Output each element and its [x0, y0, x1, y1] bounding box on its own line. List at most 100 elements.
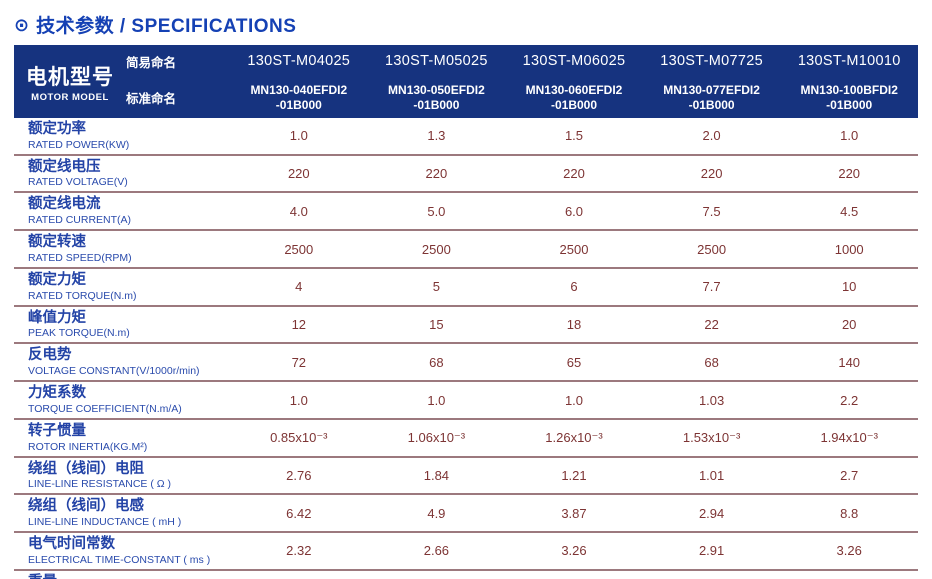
- row-label-cn: 力矩系数: [28, 385, 86, 402]
- value-cell: 2.2: [840, 392, 859, 408]
- value-cell: 18: [566, 317, 582, 333]
- value-cell: 220: [563, 166, 585, 182]
- value-cell: 1.03: [698, 392, 725, 408]
- model-standard-name: MN130-050EFDI2 -01B000: [388, 83, 485, 112]
- row-label-cn: 峰值力矩: [28, 309, 86, 326]
- model-column-header: 130ST-M07725 MN130-077EFDI2 -01B000: [643, 45, 781, 118]
- table-row: 额定转速 RATED SPEED(RPM) 2500 2500 2500 2500 10…: [14, 231, 918, 269]
- row-label-cn: 额定线电流: [28, 196, 101, 213]
- row-label-en: RATED POWER(KW): [28, 138, 130, 151]
- row-label: 额定力矩 RATED TORQUE(N.m): [14, 269, 230, 305]
- value-cell: 140: [838, 354, 861, 370]
- value-cell: 3.26: [561, 543, 587, 559]
- standard-name-label: 标准命名: [126, 92, 177, 106]
- table-row: 绕组（线间）电感 LINE-LINE INDUCTANCE ( mH ) 6.4…: [14, 495, 918, 534]
- table-row: 力矩系数 TORQUE COEFFICIENT(N.m/A) 1.0 1.0 1.0…: [14, 382, 918, 420]
- value-cell: 2.91: [698, 543, 725, 559]
- value-cell: 5: [432, 279, 440, 295]
- row-label-cn: 重量: [28, 574, 230, 579]
- value-cell: 2500: [421, 241, 451, 257]
- row-label-en: RATED TORQUE(N.m): [28, 289, 137, 302]
- value-cell: 2.94: [698, 505, 725, 521]
- table-row: 额定线电压 RATED VOLTAGE(V) 220 220 220 220 220: [14, 156, 918, 194]
- row-label-cn: 转子惯量: [28, 422, 86, 439]
- value-cell: 2.76: [286, 467, 312, 483]
- row-label-cn: 反电势: [28, 347, 72, 364]
- model-standard-name: MN130-040EFDI2 -01B000: [250, 83, 348, 112]
- table-row: 重量 WEIGHT ( KG ) 6.26.67.48.310.2: [14, 571, 918, 579]
- value-cell: 2500: [284, 241, 314, 257]
- value-cell: 2.32: [286, 543, 312, 559]
- row-label: 额定线电流 RATED CURRENT(A): [14, 193, 230, 229]
- table-row: 额定功率 RATED POWER(KW) 1.0 1.3 1.5 2.0 1.0: [14, 118, 918, 156]
- motor-model-header-cell: 电机型号 MOTOR MODEL: [14, 45, 126, 118]
- row-label-en: RATED VOLTAGE(V): [28, 176, 128, 189]
- specifications-table: 电机型号 MOTOR MODEL 简易命名 标准命名 130ST-M04025 …: [14, 45, 918, 579]
- model-simple-name: 130ST-M07725: [660, 53, 763, 69]
- motor-model-label-cn: 电机型号: [26, 65, 114, 89]
- value-cell: 72: [291, 354, 307, 370]
- value-cell: 1000: [834, 241, 864, 257]
- row-label: 转子惯量 ROTOR INERTIA(KG.M²): [14, 420, 230, 456]
- value-cell: 5.0: [427, 203, 446, 219]
- row-label: 反电势 VOLTAGE CONSTANT(V/1000r/min): [14, 344, 230, 380]
- value-cell: 6: [570, 279, 578, 295]
- model-column-header: 130ST-M06025 MN130-060EFDI2 -01B000: [505, 45, 643, 118]
- value-cell: 2.7: [840, 467, 859, 483]
- value-cell: 3.26: [836, 543, 862, 559]
- row-label: 峰值力矩 PEAK TORQUE(N.m): [14, 307, 230, 343]
- table-row: 绕组（线间）电阻 LINE-LINE RESISTANCE ( Ω ) 2.76…: [14, 458, 918, 496]
- value-cell: 2.66: [423, 543, 450, 559]
- page-title-text: 技术参数 / SPECIFICATIONS: [36, 16, 297, 37]
- row-label-cn: 额定转速: [28, 234, 86, 251]
- row-label-cn: 额定线电压: [28, 158, 101, 175]
- value-cell: 2500: [697, 241, 727, 257]
- row-label-en: LINE-LINE INDUCTANCE ( mH ): [28, 516, 182, 529]
- table-row: 电气时间常数 ELECTRICAL TIME-CONSTANT ( ms ) 2…: [14, 533, 918, 571]
- row-label-en: RATED SPEED(RPM): [28, 251, 132, 264]
- model-standard-name: MN130-100BFDI2 -01B000: [800, 83, 898, 112]
- value-cell: 1.0: [427, 392, 446, 408]
- table-row: 额定力矩 RATED TORQUE(N.m) 4 5 6 7.7 10: [14, 269, 918, 307]
- value-cell: 2.0: [702, 128, 721, 144]
- motor-model-label-en: MOTOR MODEL: [31, 91, 109, 103]
- row-label: 电气时间常数 ELECTRICAL TIME-CONSTANT ( ms ): [14, 533, 230, 569]
- row-label-cn: 额定力矩: [28, 271, 86, 288]
- row-label: 重量 WEIGHT ( KG ): [14, 571, 230, 579]
- value-cell: 1.0: [289, 392, 308, 408]
- value-cell: 1.5: [564, 128, 584, 144]
- table-header: 电机型号 MOTOR MODEL 简易命名 标准命名 130ST-M04025 …: [14, 45, 918, 118]
- table-row: 额定线电流 RATED CURRENT(A) 4.0 5.0 6.0 7.5 4.5: [14, 193, 918, 232]
- value-cell: 1.21: [561, 467, 587, 483]
- value-cell: 4.0: [289, 203, 308, 219]
- model-simple-name: 130ST-M04025: [247, 53, 351, 69]
- value-cell: 1.94x10⁻³: [820, 429, 878, 445]
- value-cell: 1.53x10⁻³: [682, 429, 741, 445]
- value-cell: 1.0: [840, 128, 859, 144]
- value-cell: 7.7: [702, 279, 721, 295]
- value-cell: 65: [566, 354, 582, 370]
- value-cell: 1.01: [698, 467, 725, 483]
- row-label-cn: 绕组（线间）电感: [28, 498, 144, 515]
- row-label: 绕组（线间）电感 LINE-LINE INDUCTANCE ( mH ): [14, 495, 230, 531]
- simple-name-label: 简易命名: [126, 55, 177, 70]
- value-cell: 4.5: [840, 203, 859, 219]
- row-label-cn: 额定功率: [28, 121, 86, 137]
- value-cell: 1.3: [427, 128, 446, 144]
- model-simple-name: 130ST-M05025: [385, 53, 488, 69]
- row-label-en: ROTOR INERTIA(KG.M²): [28, 440, 148, 453]
- model-simple-name: 130ST-M10010: [797, 53, 901, 69]
- value-cell: 68: [429, 354, 444, 370]
- value-cell: 220: [425, 166, 448, 182]
- model-column-header: 130ST-M10010 MN130-100BFDI2 -01B000: [780, 45, 918, 118]
- row-label: 额定线电压 RATED VOLTAGE(V): [14, 156, 230, 192]
- naming-labels-cell: 简易命名 标准命名: [126, 45, 230, 118]
- model-standard-name: MN130-060EFDI2 -01B000: [525, 83, 623, 112]
- value-cell: 6.0: [564, 203, 584, 219]
- value-cell: 12: [291, 317, 307, 333]
- value-cell: 1.0: [564, 392, 584, 408]
- value-cell: 2500: [559, 241, 589, 257]
- value-cell: 22: [704, 317, 719, 333]
- value-cell: 7.5: [702, 203, 721, 219]
